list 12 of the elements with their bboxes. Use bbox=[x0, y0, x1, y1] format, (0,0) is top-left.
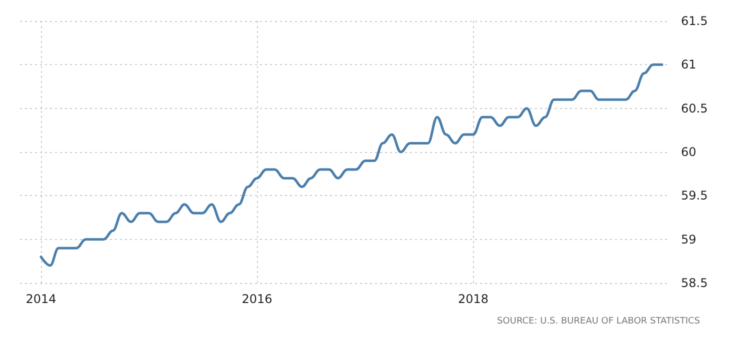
x-tick-label: 2016 bbox=[242, 292, 272, 306]
y-tick-label: 59.5 bbox=[681, 188, 708, 203]
y-tick-label: 61 bbox=[681, 58, 696, 72]
x-tick-label: 2018 bbox=[458, 292, 488, 306]
y-tick-label: 59 bbox=[681, 232, 696, 246]
y-tick-label: 60.5 bbox=[681, 101, 708, 116]
y-tick-label: 58.5 bbox=[681, 276, 708, 290]
line-series bbox=[40, 63, 664, 267]
y-tick-label: 61.5 bbox=[681, 14, 708, 28]
x-tick-label: 2014 bbox=[26, 292, 56, 306]
source-note: SOURCE: U.S. BUREAU OF LABOR STATISTICS bbox=[497, 316, 700, 326]
y-tick-label: 60 bbox=[681, 145, 696, 159]
